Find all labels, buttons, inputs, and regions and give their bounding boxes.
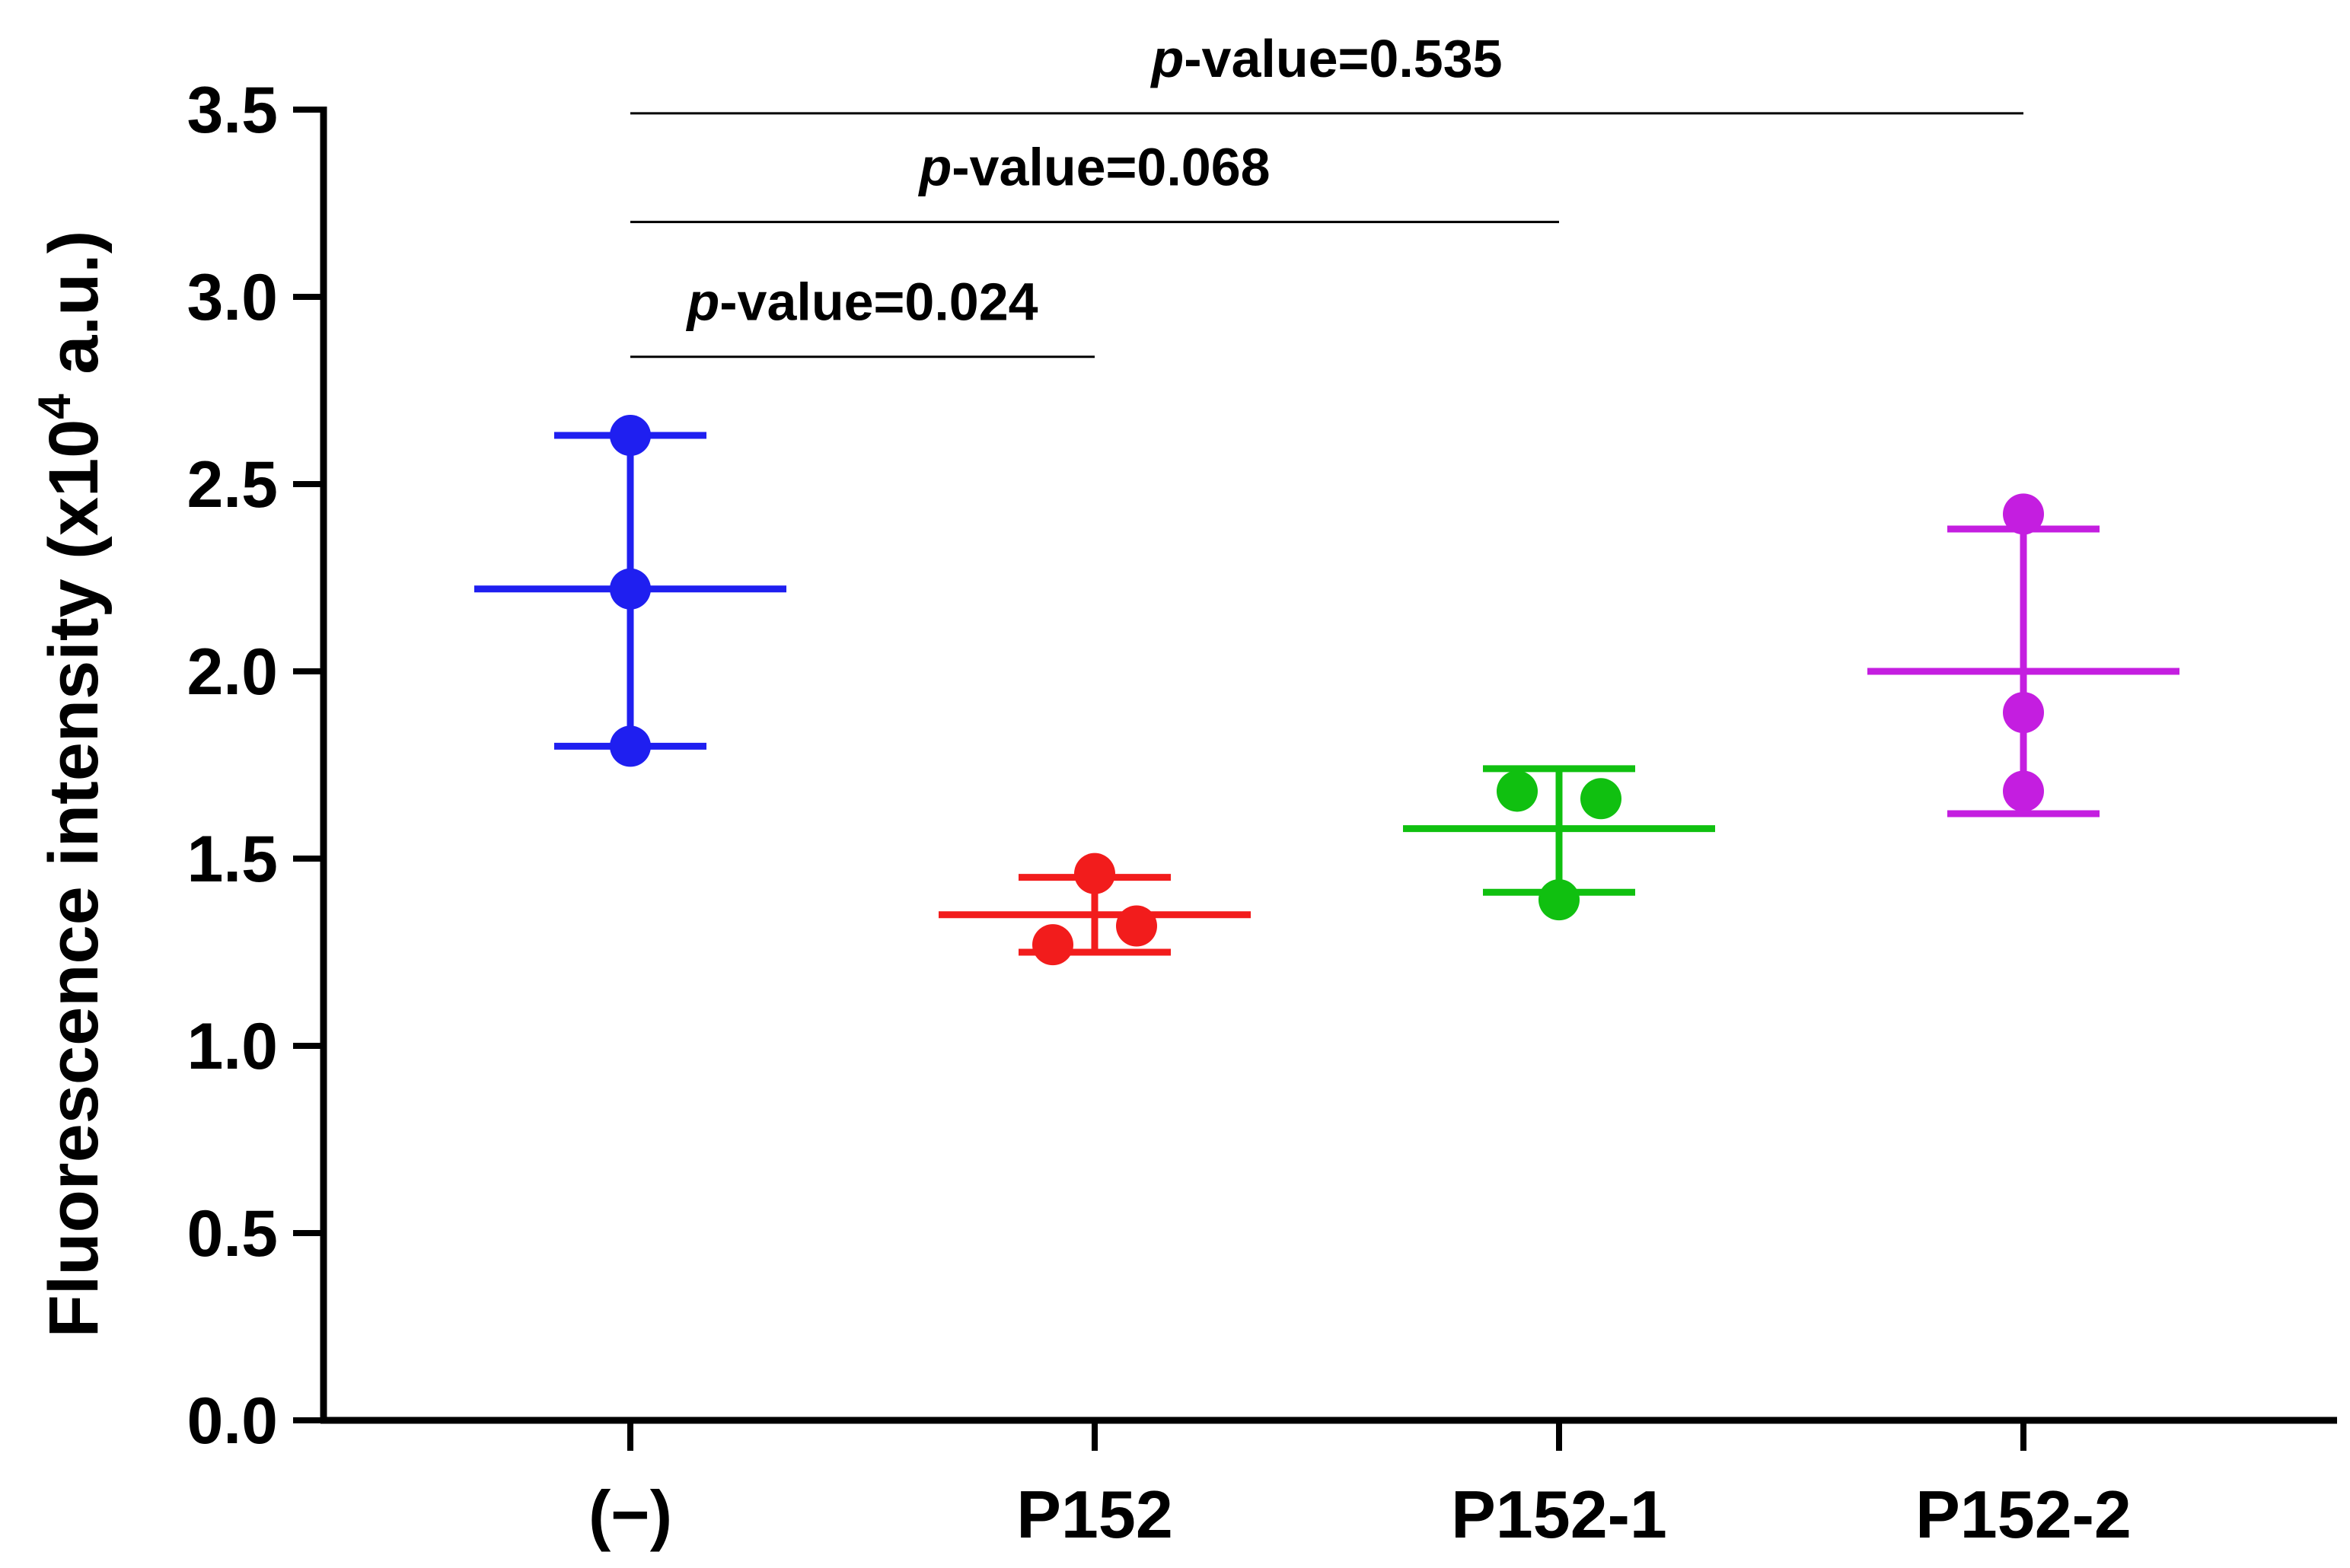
p-value-label: p-value=0.024 xyxy=(685,272,1038,332)
axes: 0.0 0.5 1.0 1.5 2.0 2.5 3.0 3.5 (−) P152 P152-1 P15… xyxy=(187,74,2337,1552)
y-axis-label-superscript: 4 xyxy=(29,394,80,419)
data-point xyxy=(2003,493,2044,535)
y-axis-label: Fluorescence intensity (x104 a.u.) xyxy=(29,231,113,1338)
x-tick-label: P152-1 xyxy=(1451,1477,1667,1552)
p-value-text: -value=0.024 xyxy=(719,272,1038,332)
y-axis-label-tail: a.u.) xyxy=(35,231,113,394)
data-point xyxy=(610,415,651,457)
data-point xyxy=(1116,905,1157,947)
x-tick-label: P152 xyxy=(1016,1477,1173,1552)
x-tick-label: P152-2 xyxy=(1915,1477,2132,1552)
data-point xyxy=(2003,770,2044,812)
data-point xyxy=(1497,770,1538,812)
data-point xyxy=(2003,692,2044,734)
group-(−) xyxy=(474,415,786,767)
group-P152-2 xyxy=(1867,493,2179,817)
data-point xyxy=(1539,879,1580,921)
y-tick-label: 2.0 xyxy=(187,636,278,709)
y-tick-label: 0.5 xyxy=(187,1197,278,1270)
p-value-italic: p xyxy=(685,272,719,332)
group-P152-1 xyxy=(1403,765,1715,921)
p-value-italic: p xyxy=(1149,29,1184,88)
y-tick-label: 2.5 xyxy=(187,448,278,521)
y-tick-label: 1.0 xyxy=(187,1010,278,1083)
group-P152 xyxy=(939,853,1251,966)
p-value-label: p-value=0.535 xyxy=(1149,29,1502,88)
p-value-italic: p xyxy=(917,138,952,197)
data-point xyxy=(610,568,651,610)
y-tick-label: 3.5 xyxy=(187,74,278,147)
y-tick-label: 3.0 xyxy=(187,261,278,334)
data-point xyxy=(1580,778,1621,820)
data-point xyxy=(1074,853,1115,894)
p-value-text: -value=0.068 xyxy=(952,138,1270,197)
data-point xyxy=(1032,924,1073,966)
x-tick-label: (−) xyxy=(588,1477,672,1552)
y-tick-label: 0.0 xyxy=(187,1385,278,1458)
p-value-label: p-value=0.068 xyxy=(917,138,1270,197)
data-groups xyxy=(474,415,2179,966)
data-point xyxy=(610,725,651,767)
y-tick-label: 1.5 xyxy=(187,823,278,896)
p-value-text: -value=0.535 xyxy=(1184,29,1502,88)
y-axis-label-main: Fluorescence intensity (x10 xyxy=(35,419,113,1338)
